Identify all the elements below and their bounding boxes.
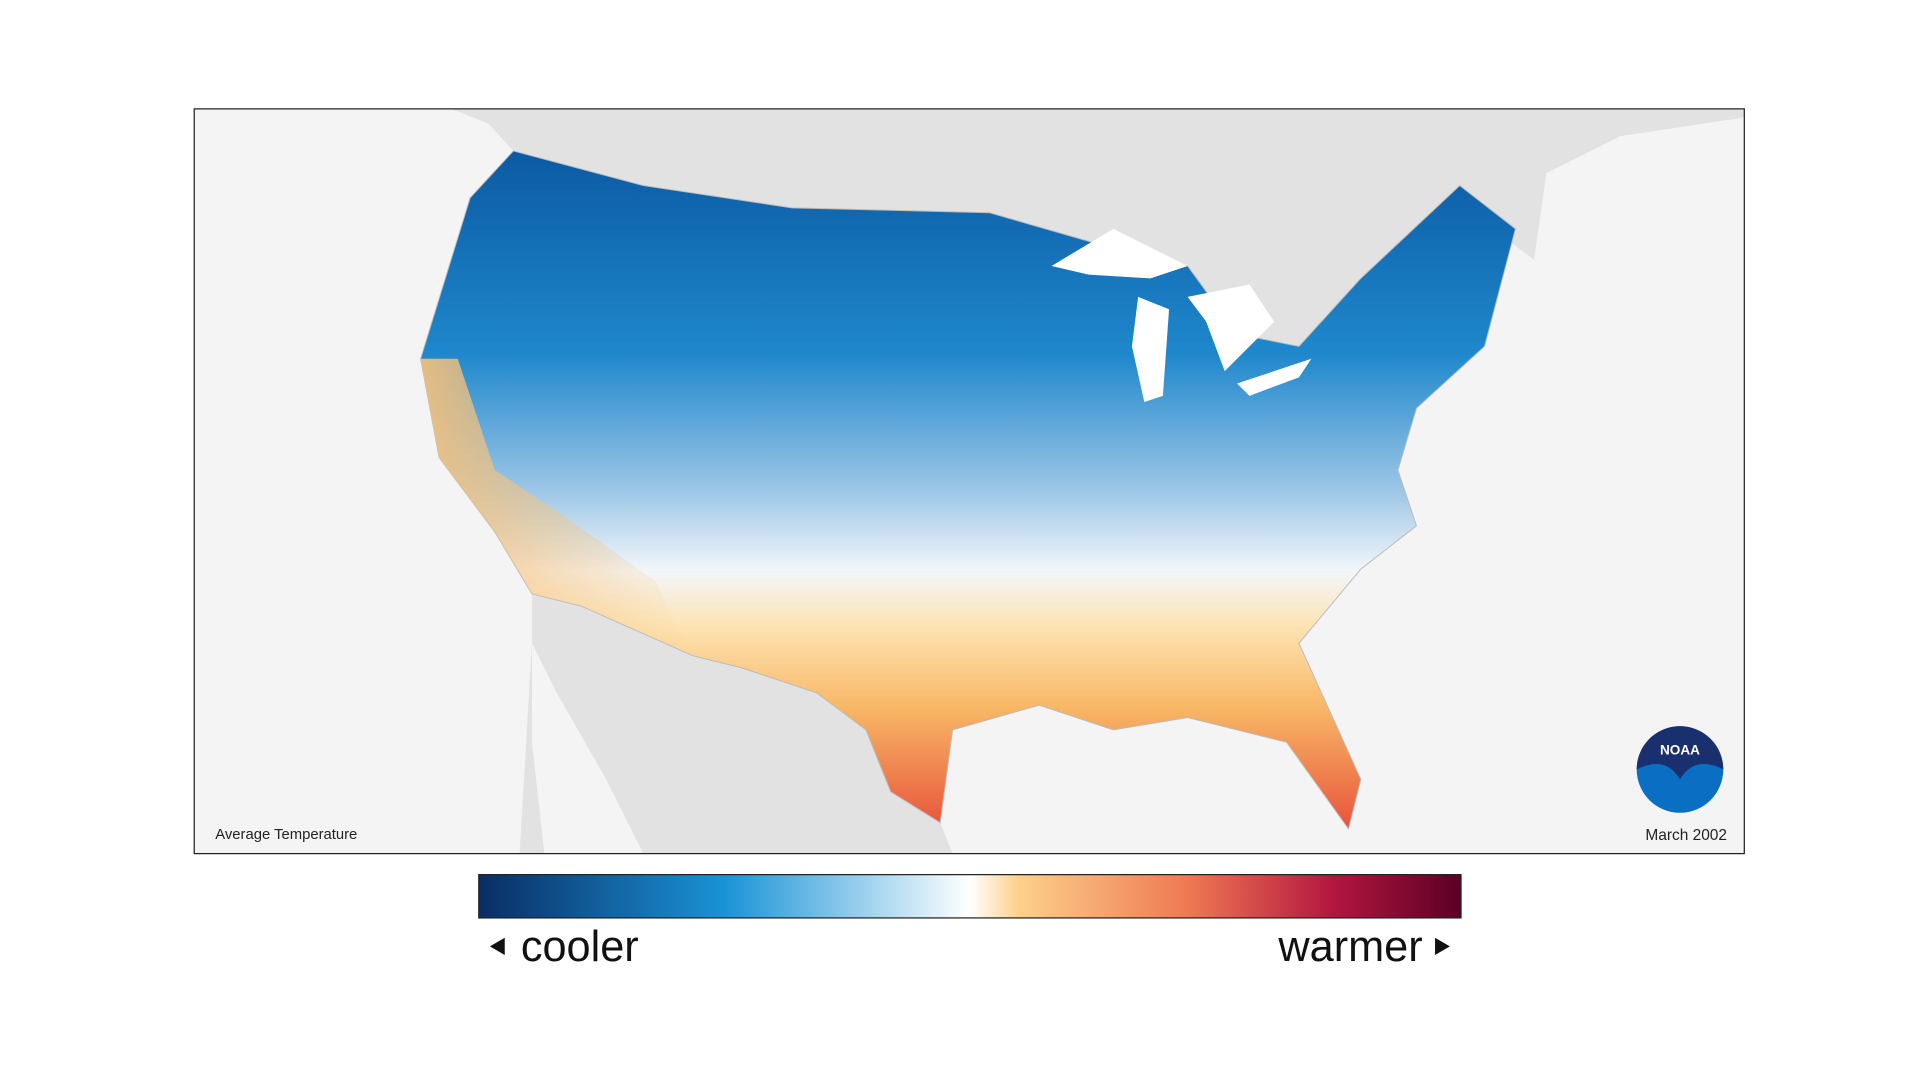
mexico-land [519, 593, 953, 854]
map-frame [193, 108, 1745, 855]
legend-arrow-right [1435, 937, 1450, 956]
southwest-warm-region [420, 358, 693, 656]
logo-top [1636, 726, 1724, 780]
logo-text: NOAA [1660, 743, 1700, 758]
legend-low-label: cooler [521, 923, 639, 971]
legend-high-label: warmer [1277, 923, 1422, 971]
legend-arrow-left [489, 937, 505, 956]
legend-colorbar [478, 874, 1462, 919]
map-label: Average Temperature [215, 827, 357, 843]
map-layout: Average Temperature March 2002 NOAA cool… [193, 108, 1745, 971]
map-date: March 2002 [1645, 827, 1727, 844]
great-lakes [1051, 228, 1312, 403]
noaa-logo: NOAA [1636, 726, 1724, 813]
canada-land [451, 108, 1745, 347]
